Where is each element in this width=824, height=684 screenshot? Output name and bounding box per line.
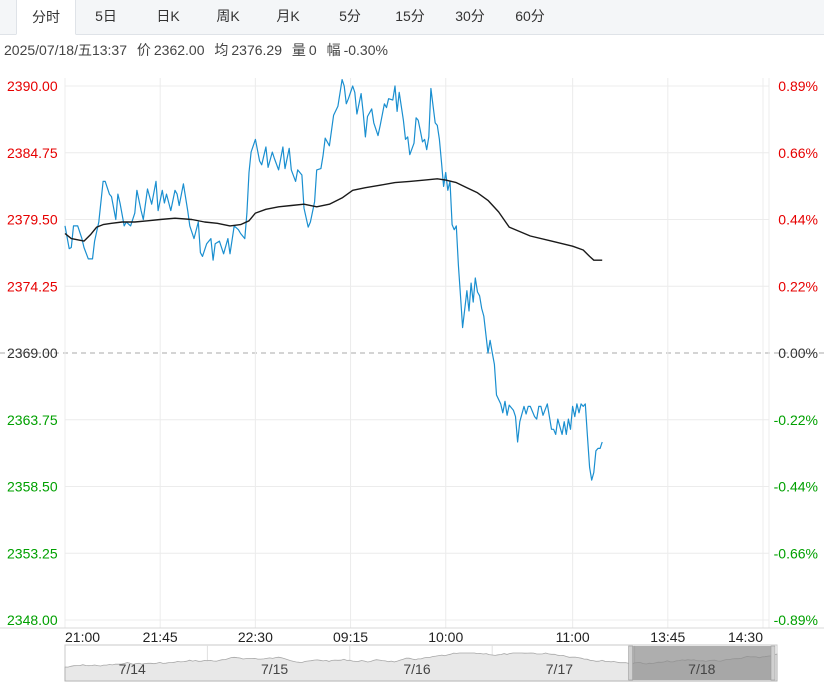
overview-day-label: 7/15 [261,661,288,677]
x-tick-label: 10:00 [428,629,463,645]
y-tick-label-left: 2384.75 [7,145,58,161]
x-tick-label: 11:00 [556,629,590,645]
y-tick-label-right: -0.66% [774,545,818,561]
overview-handle-right [770,645,776,681]
tab-daily-k[interactable]: 日K [156,8,180,24]
y-tick-label-left: 2379.50 [7,212,58,228]
y-tick-label-right: -0.44% [774,479,818,495]
tab-15-min[interactable]: 15分 [395,8,425,24]
overview-day-label: 7/17 [546,661,573,677]
volume-label: 量 [291,42,306,58]
overview-navigator[interactable]: 7/14 7/15 7/16 7/17 7/18 [64,644,778,682]
y-tick-label-right: 0.66% [778,145,818,161]
y-tick-label-left: 2353.25 [7,545,58,561]
change-value: -0.30% [343,42,388,58]
overview-selected-range [632,646,771,680]
chart-series [64,78,603,481]
tab-30-min[interactable]: 30分 [455,8,485,24]
tab-60-min[interactable]: 60分 [515,8,545,24]
period-tab-bar: 分时 5日 日K 周K 月K 5分 15分 30分 60分 [0,0,824,35]
volume-value: 0 [308,42,317,58]
tab-weekly-k[interactable]: 周K [216,8,240,24]
change-label: 幅 [326,42,341,58]
x-tick-label: 21:00 [65,629,100,645]
y-tick-label-right: 0.22% [778,278,818,294]
x-tick-label: 21:45 [143,629,178,645]
x-tick-label: 09:15 [333,629,368,645]
price-label: 价 [136,42,151,58]
y-tick-label-left: 2390.00 [7,78,58,94]
y-tick-label-right: 0.89% [778,78,818,94]
average-value: 2376.29 [231,42,282,58]
intraday-chart[interactable]: 2390.00 0.89% 2384.75 0.66% 2379.50 0.44% 2374… [0,66,824,684]
y-tick-label-left: 2374.25 [7,278,58,294]
overview-day-label: 7/18 [688,661,715,677]
quote-datetime: 2025/07/18/五13:37 [4,42,127,58]
y-tick-label-left: 2348.00 [7,612,58,628]
y-tick-label-left: 2369.00 [7,345,58,361]
average-label: 均 [214,42,229,58]
y-tick-label-right: 0.44% [778,212,818,228]
overview-day-label: 7/16 [403,661,430,677]
average-price-line [64,178,603,261]
tab-monthly-k[interactable]: 月K [276,8,300,24]
overview-day-label: 7/14 [119,661,146,677]
price-value: 2362.00 [153,42,205,58]
overview-handle-left [628,645,633,681]
price-line [64,78,603,481]
y-tick-label-right: -0.22% [774,412,818,428]
tab-intraday[interactable]: 分时 [16,0,76,35]
y-tick-label-left: 2363.75 [7,412,58,428]
y-tick-label-right: 0.00% [778,345,818,361]
x-tick-label: 14:30 [728,629,763,645]
tab-5-min[interactable]: 5分 [339,8,361,24]
y-tick-label-left: 2358.50 [7,479,58,495]
tab-5-day[interactable]: 5日 [95,8,117,24]
x-tick-label: 22:30 [238,629,273,645]
y-tick-label-right: -0.89% [774,612,818,628]
chart-axes: 2390.00 0.89% 2384.75 0.66% 2379.50 0.44% 2374… [7,78,818,645]
chart-grid [0,78,824,629]
x-tick-label: 13:45 [650,629,685,645]
